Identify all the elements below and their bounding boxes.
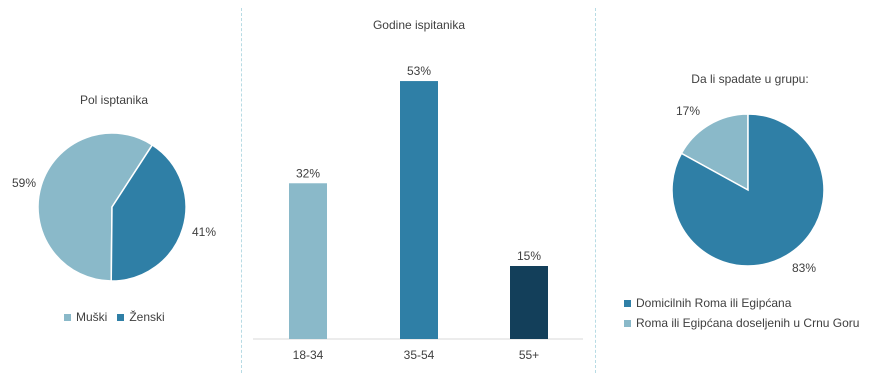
group-pie-chart: Da li spadate u grupu: 17% 83%	[671, 72, 825, 275]
legend-swatch-muski	[64, 313, 71, 321]
data-label-18-34: 32%	[296, 166, 320, 180]
data-label-55+: 15%	[517, 249, 541, 263]
group-legend: Domicilnih Roma ili Egipćana Roma ili Eg…	[624, 293, 859, 333]
bar-55+	[510, 266, 548, 339]
chart-title: Godine ispitanika	[373, 18, 465, 32]
slice-label-muski: 59%	[12, 176, 36, 190]
chart-title: Pol isptanika	[80, 93, 148, 107]
legend-label-domicilni: Domicilnih Roma ili Egipćana	[636, 296, 792, 310]
age-chart-panel: Godine ispitanika 32% 18-34 53% 35-54 15% 55+	[241, 0, 595, 379]
x-tick-label-55+: 55+	[519, 348, 539, 362]
data-label-35-54: 53%	[407, 64, 431, 78]
legend-swatch-domicilni	[624, 299, 631, 307]
pie-slice-domicilni	[671, 113, 825, 267]
legend-label-muski: Muški	[76, 310, 108, 324]
x-tick-label-35-54: 35-54	[404, 348, 435, 362]
age-bar-chart: Godine ispitanika 32% 18-34 53% 35-54 15% 55+	[253, 18, 583, 362]
legend-label-zenski: Ženski	[129, 310, 165, 324]
gender-chart-panel: Pol isptanika 59% 41% Muški Ženski	[0, 0, 240, 379]
pie-slice-doseljeni	[680, 113, 749, 192]
divider-right	[595, 8, 596, 373]
chart-title: Da li spadate u grupu:	[691, 72, 808, 86]
bar-18-34	[289, 183, 327, 339]
gender-legend: Muški Ženski	[64, 310, 165, 324]
slice-label-domicilni: 83%	[792, 261, 816, 275]
slice-label-zenski: 41%	[192, 225, 216, 239]
pie-slice-muski	[37, 132, 154, 282]
legend-swatch-doseljeni	[624, 319, 631, 327]
x-tick-label-18-34: 18-34	[293, 348, 324, 362]
slice-label-doseljeni: 17%	[676, 104, 700, 118]
legend-swatch-zenski	[117, 313, 125, 321]
gender-pie-chart: Pol isptanika 59% 41%	[12, 93, 216, 282]
bar-35-54	[400, 81, 438, 340]
divider-left	[241, 8, 242, 373]
pie-slice-zenski	[110, 143, 187, 282]
group-chart-panel: Da li spadate u grupu: 17% 83% Domicilni…	[596, 0, 881, 379]
legend-label-doseljeni: Roma ili Egipćana doseljenih u Crnu Goru	[636, 316, 860, 330]
